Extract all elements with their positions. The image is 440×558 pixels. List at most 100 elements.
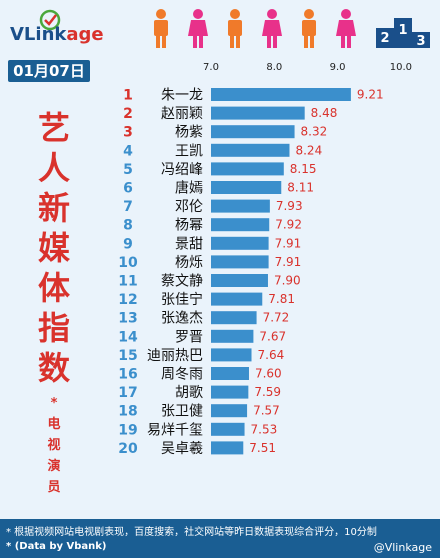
bar [211, 329, 254, 343]
rank-number: 7 [123, 199, 133, 215]
rank-number: 4 [123, 143, 133, 159]
person-icon [188, 9, 208, 48]
artist-name: 王凯 [175, 143, 203, 159]
rank-number: 3 [123, 125, 133, 141]
artist-name: 迪丽热巴 [147, 348, 203, 364]
bar [211, 199, 270, 213]
bar [211, 292, 263, 306]
bar [211, 255, 269, 269]
person-icon [336, 9, 356, 48]
bar [211, 274, 268, 287]
rank-number: 6 [123, 181, 133, 197]
value-label: 8.24 [295, 143, 322, 157]
rank-number: 14 [118, 329, 138, 345]
rank-number: 20 [118, 441, 138, 457]
podium-icon: 2 1 3 [376, 18, 430, 48]
rank-number: 10 [118, 255, 138, 271]
rank-number: 2 [123, 106, 133, 122]
rank-number: 1 [123, 88, 133, 104]
bar [211, 441, 244, 455]
subtitle-char: 视 [47, 438, 61, 453]
page-subtitle: * 电 视 演 员 [44, 393, 64, 498]
bar [211, 218, 270, 232]
x-tick-label: 9.0 [330, 62, 346, 73]
rank-number: 8 [123, 218, 133, 234]
title-char: 媒 [37, 229, 70, 267]
value-label: 7.59 [254, 385, 281, 399]
svg-text:3: 3 [416, 34, 425, 48]
rank-number: 12 [118, 292, 137, 308]
title-char: 新 [37, 189, 70, 227]
title-char: 数 [37, 349, 70, 387]
value-label: 7.60 [255, 367, 282, 381]
rank-number: 13 [118, 311, 137, 327]
watermark: @Vlinkage [373, 541, 432, 554]
bar [211, 404, 248, 418]
vlinkage-logo [10, 8, 110, 48]
rank-number: 17 [118, 385, 137, 401]
value-label: 7.81 [268, 292, 295, 306]
bar [211, 236, 269, 250]
value-label: 7.92 [275, 218, 302, 232]
value-label: 7.57 [253, 404, 280, 418]
artist-name: 罗晋 [175, 329, 203, 345]
artist-name: 蔡文静 [161, 274, 203, 290]
subtitle-char: 员 [47, 480, 61, 495]
subtitle-char: * [50, 396, 58, 411]
bar [211, 311, 257, 325]
svg-text:1: 1 [398, 23, 407, 38]
artist-name: 杨烁 [175, 255, 203, 271]
logo-text-accent: age [66, 24, 104, 45]
artist-name: 胡歌 [175, 385, 203, 401]
value-label: 9.21 [357, 88, 384, 102]
value-label: 7.53 [251, 422, 278, 436]
bar [211, 106, 305, 120]
artist-name: 吴卓羲 [161, 441, 203, 457]
artist-name: 邓伦 [175, 199, 203, 215]
bar [211, 181, 282, 194]
artist-name: 张逸杰 [161, 311, 203, 327]
data-source: * (Data by Vbank) [6, 541, 107, 552]
value-label: 8.32 [301, 125, 328, 139]
rank-number: 5 [123, 162, 133, 178]
person-icon [228, 9, 242, 48]
artist-name: 周冬雨 [161, 367, 203, 383]
footnote: * 根据视频网站电视剧表现，百度搜索，社交网站等昨日数据表现综合评分，10分制 [6, 527, 377, 538]
x-tick-label: 7.0 [203, 62, 219, 73]
date-label: 01月07日 [8, 60, 90, 82]
subtitle-char: 演 [47, 459, 61, 474]
bar [211, 88, 351, 101]
artist-name: 朱一龙 [161, 88, 203, 104]
value-label: 8.11 [287, 181, 314, 195]
artist-name: 景甜 [175, 236, 203, 252]
logo-mark-icon [39, 9, 61, 31]
value-label: 7.64 [258, 348, 285, 362]
person-icon [154, 9, 168, 48]
value-label: 7.91 [275, 236, 302, 250]
artist-name: 易烊千玺 [147, 422, 203, 438]
bar [211, 143, 290, 157]
subtitle-char: 电 [47, 417, 61, 432]
title-char: 指 [37, 309, 70, 347]
logo-text-main: VLink [10, 24, 67, 45]
value-label: 8.15 [290, 162, 317, 176]
value-label: 7.93 [276, 199, 303, 213]
artist-name: 唐嫣 [175, 180, 203, 197]
rank-number: 9 [123, 236, 133, 252]
x-tick-label: 8.0 [266, 62, 282, 73]
artist-name: 杨紫 [175, 125, 203, 141]
person-icon [262, 9, 282, 48]
title-char: 体 [37, 269, 70, 307]
bar [211, 348, 252, 362]
bar [211, 385, 249, 399]
title-char: 人 [37, 149, 70, 187]
rank-number: 18 [118, 404, 137, 420]
people-icons [154, 9, 356, 48]
value-label: 8.48 [311, 106, 338, 120]
svg-text:2: 2 [380, 31, 389, 46]
bar [211, 125, 295, 139]
rank-number: 15 [118, 348, 137, 364]
x-tick-label: 10.0 [390, 62, 412, 73]
artist-name: 赵丽颖 [161, 106, 203, 122]
rank-number: 11 [118, 274, 137, 290]
